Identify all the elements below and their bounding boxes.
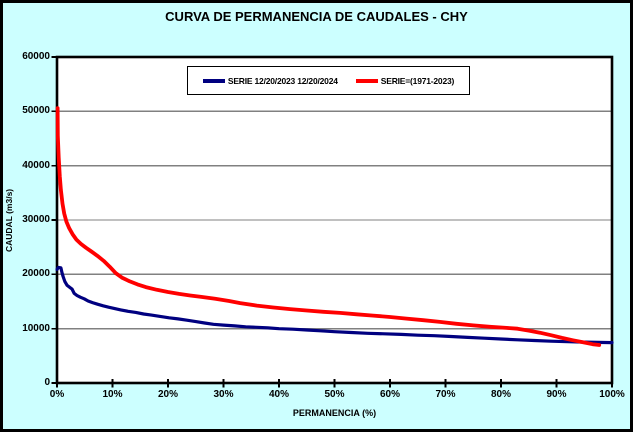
x-tick-label: 20% [157, 389, 178, 400]
x-tick-label: 70% [435, 389, 456, 400]
x-tick-label: 30% [213, 389, 234, 400]
x-tick-label: 10% [102, 389, 123, 400]
legend: SERIE 12/20/2023 12/20/2024 SERIE=(1971-2… [187, 66, 470, 95]
y-tick-label: 60000 [22, 51, 50, 62]
x-tick-label: 80% [490, 389, 511, 400]
plot-border [55, 55, 614, 385]
x-tick-label: 60% [379, 389, 400, 400]
x-tick-label: 90% [546, 389, 567, 400]
legend-label: SERIE 12/20/2023 12/20/2024 [227, 75, 338, 86]
legend-line-swatch [355, 78, 378, 83]
chart-title: CURVA DE PERMANENCIA DE CAUDALES - CHY [165, 9, 468, 24]
x-tick-label: 40% [268, 389, 289, 400]
legend-item-1: SERIE=(1971-2023) [355, 75, 455, 86]
y-tick-label: 20000 [22, 268, 50, 280]
series-line-0 [55, 265, 614, 345]
y-tick-label: 40000 [22, 159, 50, 171]
y-tick-label: 30000 [22, 214, 50, 225]
legend-label: SERIE=(1971-2023) [380, 75, 455, 86]
x-axis-title: PERMANENCIA (%) [292, 408, 377, 418]
series-line-1 [55, 106, 602, 347]
y-tick-label: 50000 [22, 105, 50, 117]
y-tick-label: 10000 [22, 322, 50, 334]
x-tick-label: 0% [49, 389, 65, 400]
x-tick-label: 50% [324, 389, 345, 400]
legend-line-swatch [202, 78, 225, 83]
y-tick-label: 0 [44, 377, 50, 388]
x-tick-label: 100% [599, 389, 625, 400]
legend-item-0: SERIE 12/20/2023 12/20/2024 [202, 75, 338, 86]
y-axis-title: CAUDAL (m3/s) [4, 188, 14, 252]
